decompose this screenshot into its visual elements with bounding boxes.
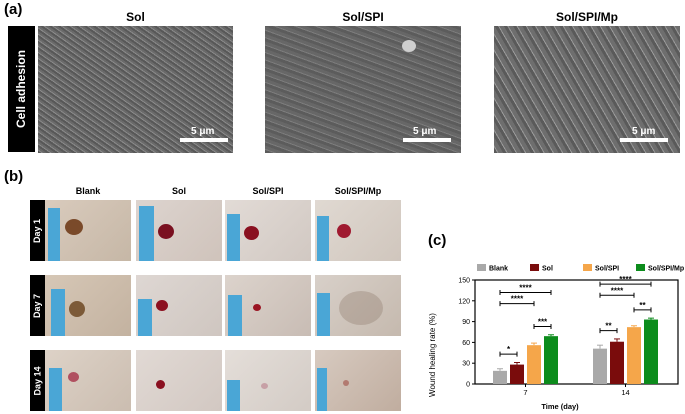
wound (343, 380, 349, 386)
bar-sol-day-7 (510, 364, 524, 384)
wound (253, 304, 261, 311)
legend-label: Sol (542, 266, 553, 273)
ruler (48, 208, 60, 261)
particle (402, 40, 416, 52)
significance-label: **** (511, 295, 524, 304)
ruler (227, 380, 240, 411)
bar-blank-day-7 (493, 370, 507, 384)
wound (261, 383, 268, 389)
wound-healing-chart: Blank Sol Sol/SPI Sol/SPI/Mp Wound healing … (428, 264, 684, 411)
y-tick-label: 150 (458, 278, 470, 285)
wound (156, 300, 168, 311)
significance-label: **** (619, 275, 632, 284)
bar-blank-day-14 (593, 348, 607, 384)
scale-bar-label: 5 μm (191, 126, 215, 137)
chart-legend: Blank Sol Sol/SPI Sol/SPI/Mp (477, 264, 684, 273)
ruler (227, 214, 240, 261)
wound-photo-sol-spi-day-14 (225, 350, 311, 411)
legend-swatch (530, 264, 539, 271)
wound (65, 219, 83, 235)
legend-label: Blank (489, 266, 508, 273)
scale-bar-label: 5 μm (632, 126, 656, 137)
ruler (317, 216, 329, 261)
panel-c-letter: (c) (428, 232, 447, 249)
ruler (51, 289, 65, 336)
wound (339, 291, 383, 325)
legend-label: Sol/SPI (595, 266, 619, 273)
wound-photo-sol-day-14 (136, 350, 222, 411)
wound-photo-blank-day-7 (45, 275, 131, 336)
significance-label: ** (605, 322, 612, 331)
wound (158, 224, 174, 239)
y-tick-label: 0 (466, 382, 470, 389)
y-tick-label: 120 (458, 298, 470, 305)
ruler (49, 368, 62, 411)
wound-photo-sol-spi-day-1 (225, 200, 311, 261)
panel-a-letter: (a) (4, 1, 23, 18)
ruler (317, 293, 330, 336)
legend-swatch (636, 264, 645, 271)
legend-label: Sol/SPI/Mp (648, 266, 684, 273)
wound-photo-sol-spi-mp-day-14 (315, 350, 401, 411)
x-tick-label: 7 (523, 388, 527, 397)
column-head-sol-spi: Sol/SPI (252, 186, 284, 196)
significance-label: **** (611, 286, 624, 295)
sem-image-sol-spi: 5 μm (265, 26, 461, 153)
panel-b-letter: (b) (4, 168, 24, 185)
ruler (138, 299, 152, 336)
scale-bar (180, 138, 228, 142)
plot-frame (474, 279, 679, 385)
scale-bar-label: 5 μm (413, 126, 437, 137)
bar-sol-spi-day-14 (627, 327, 641, 384)
legend-swatch (477, 264, 486, 271)
scale-bar (403, 138, 451, 142)
y-tick-label: 60 (462, 340, 470, 347)
wound (337, 224, 351, 238)
sem-title-sol: Sol (126, 10, 145, 24)
sem-title-sol-spi: Sol/SPI (342, 10, 384, 24)
legend-swatch (583, 264, 592, 271)
wound-photo-sol-spi-mp-day-1 (315, 200, 401, 261)
wound-photo-sol-spi-day-7 (225, 275, 311, 336)
significance-label: *** (538, 317, 548, 326)
bar-sol-spi-day-7 (527, 345, 541, 384)
wound (244, 226, 259, 240)
significance-label: **** (519, 283, 532, 292)
sem-title-sol-spi-mp: Sol/SPI/Mp (555, 10, 618, 24)
column-head-sol: Sol (171, 186, 186, 196)
wound-photo-sol-day-7 (136, 275, 222, 336)
y-axis-label: Wound healing rate (%) (428, 313, 437, 397)
significance-label: * (507, 345, 511, 354)
sem-image-sol: 5 μm (38, 26, 233, 153)
scale-bar (620, 138, 668, 142)
sem-image-sol-spi-mp: 5 μm (494, 26, 680, 153)
row-label-day-7: Day 7 (30, 275, 45, 336)
wound (156, 380, 165, 389)
row-label-day-1: Day 1 (30, 200, 45, 261)
wound-photo-blank-day-14 (45, 350, 131, 411)
y-tick-label: 30 (462, 361, 470, 368)
bar-sol-spi-mp-day-7 (544, 336, 558, 384)
y-tick-label: 90 (462, 319, 470, 326)
column-head-blank: Blank (75, 186, 101, 196)
wound-photo-sol-day-1 (136, 200, 222, 261)
wound-photo-sol-spi-mp-day-7 (315, 275, 401, 336)
ruler (139, 206, 154, 261)
cell-adhesion-label: Cell adhesion (8, 26, 35, 152)
x-axis-label: Time (day) (541, 402, 579, 411)
significance-label: ** (639, 301, 646, 310)
ruler (228, 295, 242, 336)
column-head-sol-spi-mp: Sol/SPI/Mp (334, 186, 382, 196)
wound-photo-blank-day-1 (45, 200, 131, 261)
x-tick-label: 14 (621, 388, 629, 397)
wound (68, 372, 79, 382)
bar-sol-spi-mp-day-14 (644, 319, 658, 384)
row-label-day-14: Day 14 (30, 350, 45, 411)
wound (69, 301, 85, 317)
ruler (317, 368, 327, 411)
bar-sol-day-14 (610, 341, 624, 384)
